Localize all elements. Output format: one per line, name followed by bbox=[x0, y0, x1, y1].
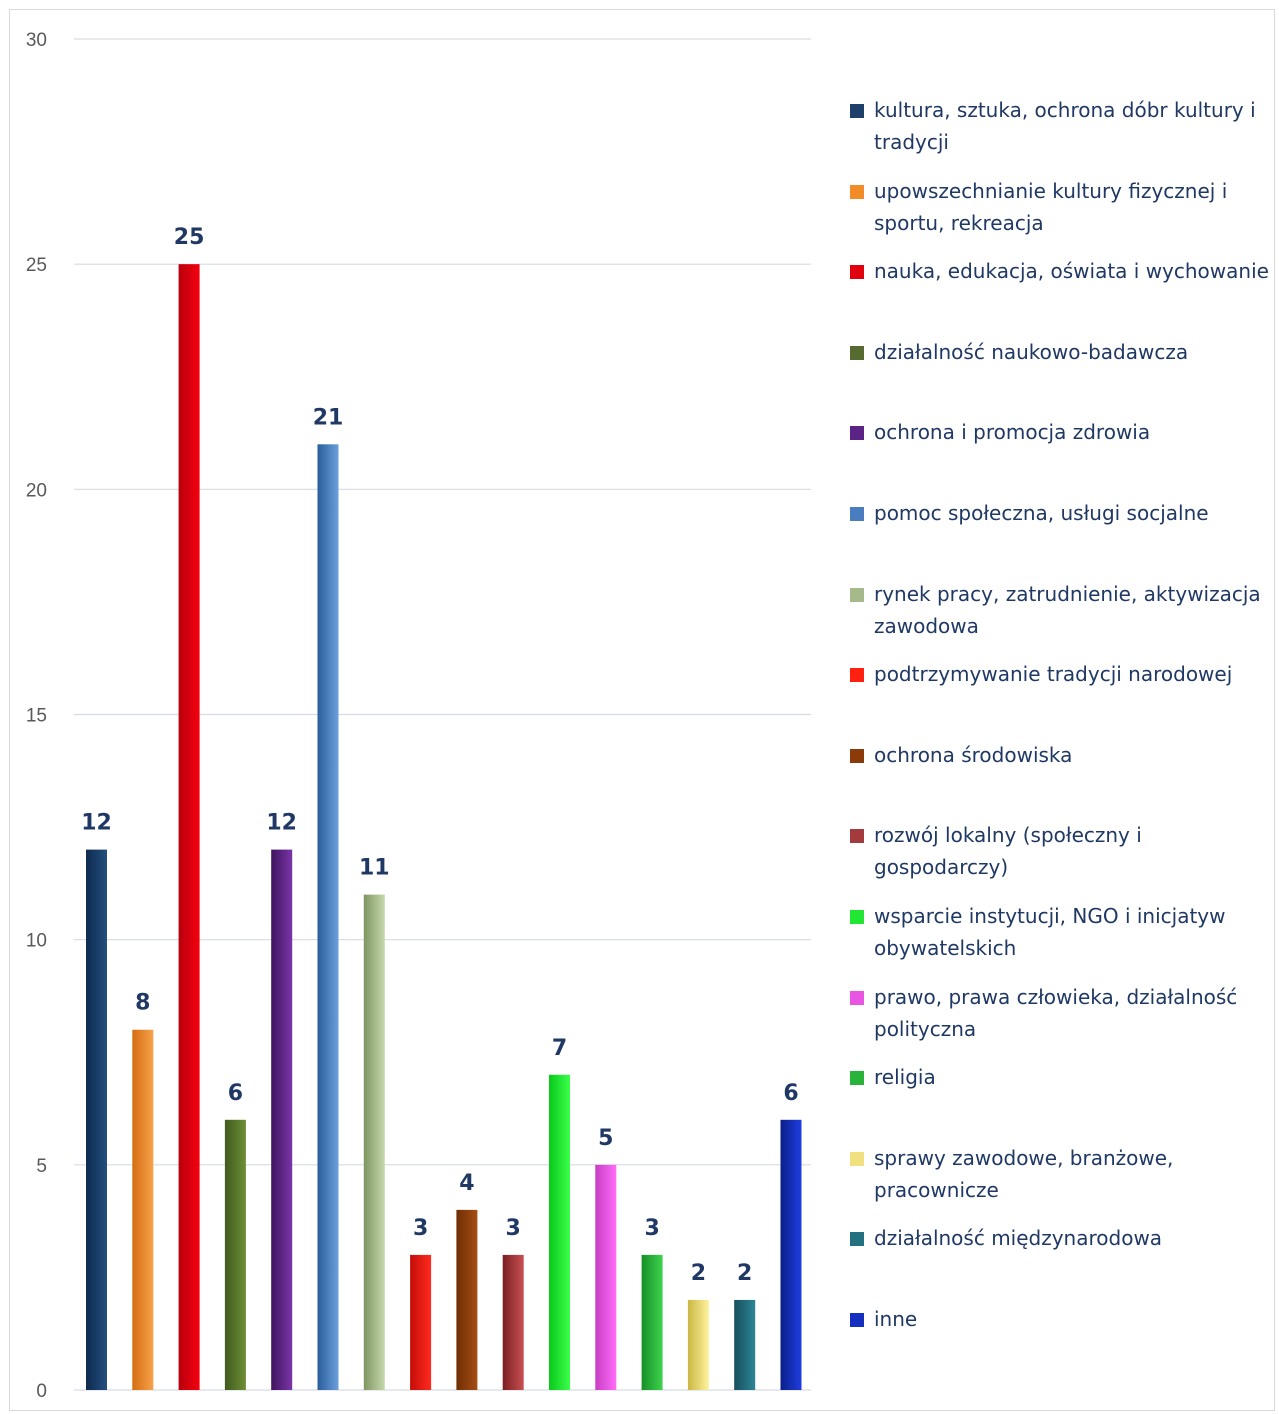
bar-10 bbox=[502, 1254, 524, 1390]
bar-14 bbox=[687, 1299, 709, 1390]
legend-label: religia bbox=[874, 1065, 936, 1090]
legend-swatch bbox=[850, 587, 864, 602]
bar-4 bbox=[224, 1119, 246, 1390]
y-tick-label: 30 bbox=[26, 30, 47, 51]
data-label-7: 11 bbox=[359, 856, 390, 881]
legend-item-3: nauka, edukacja, oświata i wychowanie bbox=[850, 255, 1275, 287]
data-label-13: 3 bbox=[644, 1216, 659, 1241]
legend-swatch bbox=[850, 104, 864, 118]
legend-item-2: upowszechnianie kultury fizycznej i spor… bbox=[850, 175, 1275, 239]
bar-2 bbox=[132, 1029, 154, 1390]
data-label-1: 12 bbox=[81, 811, 112, 836]
bar-5 bbox=[271, 849, 293, 1390]
legend-label: działalność międzynarodowa bbox=[874, 1226, 1163, 1251]
legend-item-8: podtrzymywanie tradycji narodowej bbox=[850, 658, 1275, 690]
y-tick-label: 20 bbox=[26, 480, 47, 501]
legend-item-14: sprawy zawodowe, branżowe, pracownicze bbox=[850, 1142, 1275, 1206]
data-label-3: 25 bbox=[174, 225, 205, 250]
legend-item-4: działalność naukowo-badawcza bbox=[850, 336, 1275, 368]
legend-label: inne bbox=[874, 1307, 918, 1331]
bar-12 bbox=[595, 1164, 617, 1390]
legend-label: upowszechnianie kultury fizycznej i spor… bbox=[874, 178, 1228, 235]
bar-1 bbox=[86, 849, 107, 1390]
legend-swatch bbox=[850, 184, 864, 199]
bar-11 bbox=[549, 1074, 570, 1390]
legend-item-11: wsparcie instytucji, NGO i inicjatyw oby… bbox=[850, 900, 1275, 964]
y-axis-ticks: 0 5 10 15 20 25 30 bbox=[26, 30, 47, 1402]
legend-item-10: rozwój lokalny (społeczny i gospodarczy) bbox=[850, 819, 1275, 883]
data-label-10: 3 bbox=[506, 1216, 521, 1241]
bar-16 bbox=[780, 1119, 802, 1390]
bar-15 bbox=[734, 1299, 756, 1390]
data-label-16: 6 bbox=[783, 1081, 798, 1106]
legend-item-6: pomoc społeczna, usługi socjalne bbox=[850, 497, 1275, 529]
legend-swatch bbox=[850, 829, 864, 844]
bar-6 bbox=[317, 444, 339, 1390]
chart-frame bbox=[9, 9, 1275, 1411]
y-tick-label: 5 bbox=[36, 1156, 47, 1177]
y-tick-label: 25 bbox=[26, 255, 47, 276]
legend-label: nauka, edukacja, oświata i wychowanie bbox=[874, 259, 1269, 284]
bars bbox=[86, 264, 802, 1391]
legend-item-5: ochrona i promocja zdrowia bbox=[850, 416, 1275, 448]
bar-13 bbox=[641, 1254, 663, 1390]
legend-label: wsparcie instytucji, NGO i inicjatyw oby… bbox=[874, 904, 1226, 960]
data-label-2: 8 bbox=[135, 991, 150, 1016]
legend-label: podtrzymywanie tradycji narodowej bbox=[874, 662, 1233, 687]
bar-3 bbox=[178, 264, 200, 1391]
data-label-6: 21 bbox=[313, 405, 344, 430]
legend-label: rynek pracy, zatrudnienie, aktywizacja z… bbox=[874, 581, 1261, 638]
data-labels: 12 8 25 6 12 21 11 3 4 3 7 5 3 2 2 6 bbox=[81, 225, 798, 1286]
legend-item-7: rynek pracy, zatrudnienie, aktywizacja z… bbox=[850, 578, 1275, 642]
legend-item-15: działalność międzynarodowa bbox=[850, 1222, 1275, 1254]
legend-swatch bbox=[850, 1313, 864, 1327]
y-tick-label: 0 bbox=[36, 1381, 47, 1402]
legend-swatch bbox=[850, 1232, 864, 1247]
bar-9 bbox=[456, 1209, 478, 1390]
data-label-12: 5 bbox=[598, 1126, 613, 1151]
legend-swatch bbox=[850, 345, 864, 360]
data-label-14: 2 bbox=[691, 1261, 706, 1286]
legend-swatch bbox=[850, 426, 864, 441]
y-tick-label: 15 bbox=[26, 706, 47, 727]
legend-label: sprawy zawodowe, branżowe, pracownicze bbox=[874, 1145, 1174, 1202]
bar-8 bbox=[410, 1254, 432, 1390]
legend-label: ochrona środowiska bbox=[874, 742, 1073, 767]
legend-item-1: kultura, sztuka, ochrona dóbr kultury i … bbox=[850, 94, 1275, 158]
legend-swatch bbox=[850, 910, 864, 924]
legend-label: działalność naukowo-badawcza bbox=[874, 339, 1189, 364]
legend-label: prawo, prawa człowieka, działalność poli… bbox=[874, 984, 1238, 1041]
data-label-5: 12 bbox=[266, 811, 297, 836]
legend-item-13: religia bbox=[850, 1061, 1275, 1093]
data-label-15: 2 bbox=[737, 1261, 752, 1286]
legend-label: ochrona i promocja zdrowia bbox=[874, 420, 1151, 445]
legend-label: kultura, sztuka, ochrona dóbr kultury i … bbox=[874, 98, 1256, 154]
legend-swatch bbox=[850, 990, 864, 1005]
legend-label: rozwój lokalny (społeczny i gospodarczy) bbox=[874, 823, 1142, 880]
legend-item-9: ochrona środowiska bbox=[850, 739, 1275, 771]
legend-swatch bbox=[850, 265, 864, 280]
legend-item-16: inne bbox=[850, 1303, 1275, 1335]
legend-swatch bbox=[850, 668, 864, 683]
y-tick-label: 10 bbox=[26, 931, 47, 952]
legend-swatch bbox=[850, 1151, 864, 1166]
bar-7 bbox=[363, 894, 385, 1390]
legend-swatch bbox=[850, 507, 864, 521]
data-label-9: 4 bbox=[459, 1171, 474, 1196]
data-label-11: 7 bbox=[552, 1036, 567, 1061]
legend-item-12: prawo, prawa człowieka, działalność poli… bbox=[850, 981, 1275, 1045]
legend-swatch bbox=[850, 748, 864, 763]
legend-label: pomoc społeczna, usługi socjalne bbox=[874, 501, 1209, 525]
legend-swatch bbox=[850, 1071, 864, 1086]
data-label-4: 6 bbox=[228, 1081, 243, 1106]
data-label-8: 3 bbox=[413, 1216, 428, 1241]
